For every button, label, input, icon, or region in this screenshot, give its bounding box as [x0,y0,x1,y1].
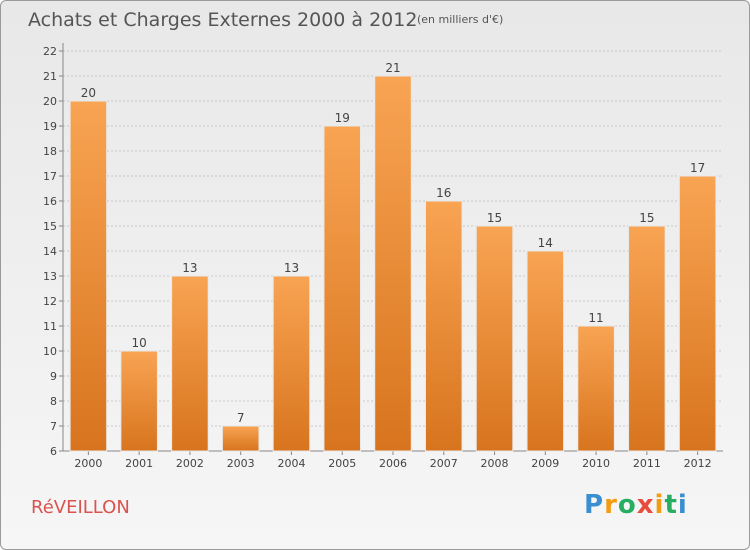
x-tick-label: 2002 [176,457,204,470]
y-tick-label: 8 [50,395,57,408]
chart-title: Achats et Charges Externes 2000 à 2012 [28,9,418,31]
bar [424,200,463,452]
data-label: 13 [284,261,299,275]
y-tick-label: 6 [50,445,57,458]
data-label: 19 [335,111,350,125]
data-label: 15 [487,211,502,225]
y-tick-label: 11 [43,320,57,333]
data-label: 7 [237,411,245,425]
x-tick-label: 2007 [430,457,458,470]
labels: 20 2000 10 2001 13 2002 7 2003 13 2004 19 2005 21 200… [74,61,711,470]
y-tick-label: 21 [43,70,57,83]
x-tick-label: 2012 [684,457,712,470]
x-tick-label: 2005 [328,457,356,470]
bar [69,100,108,452]
data-label: 15 [639,211,654,225]
y-tick-label: 19 [43,120,57,133]
y-tick-label: 12 [43,295,57,308]
y-tick-label: 7 [50,420,57,433]
bar [171,275,209,452]
data-label: 21 [385,61,400,75]
bar [323,125,362,452]
y-tick-label: 20 [43,95,57,108]
bar [475,225,514,452]
data-label: 17 [690,161,705,175]
bar [577,325,615,452]
y-tick-label: 22 [43,45,57,58]
y-tick-label: 13 [43,270,57,283]
bar [374,75,412,452]
y-tick-label: 10 [43,345,57,358]
y-tick-label: 9 [50,370,57,383]
x-tick-label: 2001 [125,457,153,470]
proxiti-logo[interactable]: Proxiti [584,490,688,520]
bar [120,350,158,452]
y-tick-label: 17 [43,170,57,183]
bar [628,225,666,452]
data-label: 10 [132,336,147,350]
x-tick-label: 2006 [379,457,407,470]
x-tick-label: 2011 [633,457,661,470]
x-tick-label: 2004 [277,457,305,470]
x-tick-label: 2010 [582,457,610,470]
x-tick-label: 2000 [74,457,102,470]
data-label: 20 [81,86,96,100]
y-tick-label: 14 [43,245,57,258]
y-tick-label: 18 [43,145,57,158]
bar [272,275,311,452]
bar [678,175,717,452]
bar [221,425,260,452]
y-tick-label: 15 [43,220,57,233]
x-tick-label: 2008 [481,457,509,470]
data-label: 13 [182,261,197,275]
data-label: 11 [588,311,603,325]
commune-name: RéVEILLON [31,497,130,518]
bar [526,250,565,452]
data-label: 14 [538,236,553,250]
chart-subtitle: (en milliers d'€) [417,13,504,26]
bars [69,75,717,452]
data-label: 16 [436,186,451,200]
x-tick-label: 2003 [227,457,255,470]
x-tick-label: 2009 [531,457,559,470]
y-tick-label: 16 [43,195,57,208]
